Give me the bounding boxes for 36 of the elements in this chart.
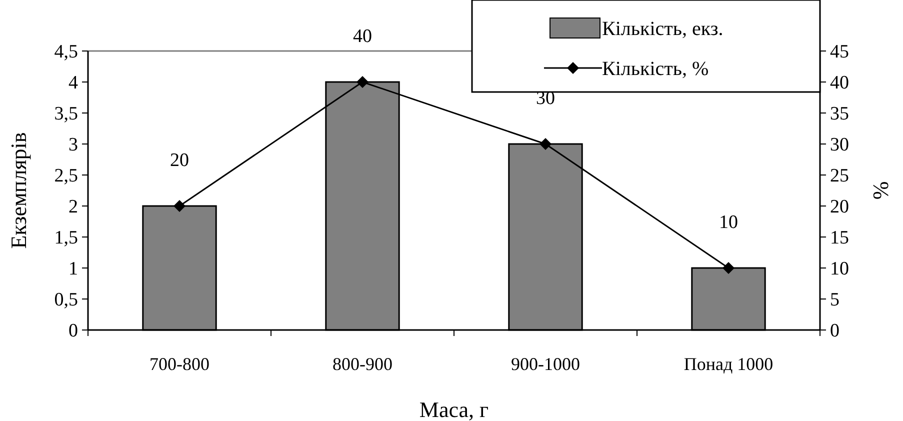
y-tick-label: 0 bbox=[68, 320, 78, 342]
x-tick-label: Понад 1000 bbox=[684, 354, 774, 374]
y2-tick-label: 5 bbox=[830, 290, 840, 311]
y2-tick-label: 10 bbox=[830, 258, 849, 280]
y2-tick-label: 35 bbox=[830, 104, 849, 125]
y-tick-label: 1,5 bbox=[54, 228, 78, 249]
y2-tick-label: 20 bbox=[830, 196, 849, 218]
y2-tick-label: 45 bbox=[830, 42, 849, 63]
x-tick-label: 700-800 bbox=[150, 354, 210, 374]
point bbox=[356, 76, 368, 88]
y2-tick-label: 30 bbox=[830, 134, 849, 156]
y-tick-label: 3 bbox=[68, 134, 78, 156]
legend-label: Кількість, екз. bbox=[602, 18, 724, 40]
y2-tick-label: 25 bbox=[830, 166, 849, 187]
legend-label: Кількість, % bbox=[602, 58, 709, 80]
data-label: 20 bbox=[170, 150, 189, 171]
y-tick-label: 3,5 bbox=[54, 104, 78, 125]
data-label: 10 bbox=[719, 212, 738, 233]
y-tick-label: 4 bbox=[68, 72, 78, 94]
point bbox=[540, 138, 552, 150]
data-label: 40 bbox=[353, 26, 372, 47]
y2-tick-label: 15 bbox=[830, 228, 849, 249]
y-tick-label: 2,5 bbox=[54, 166, 78, 187]
y-tick-label: 4,5 bbox=[54, 42, 78, 63]
y-tick-label: 1 bbox=[68, 258, 78, 280]
y2-tick-label: 0 bbox=[830, 320, 840, 342]
x-tick-label: 900-1000 bbox=[511, 354, 580, 374]
y-tick-label: 2 bbox=[68, 196, 78, 218]
x-tick-label: 800-900 bbox=[332, 354, 392, 374]
y-tick-label: 0,5 bbox=[54, 290, 78, 311]
y2-axis-title: % bbox=[868, 181, 893, 200]
point bbox=[174, 200, 186, 212]
y-axis-title: Екземплярів bbox=[6, 132, 31, 249]
point bbox=[722, 262, 734, 274]
y2-tick-label: 40 bbox=[830, 72, 849, 94]
x-axis-title: Маса, г bbox=[419, 397, 489, 421]
